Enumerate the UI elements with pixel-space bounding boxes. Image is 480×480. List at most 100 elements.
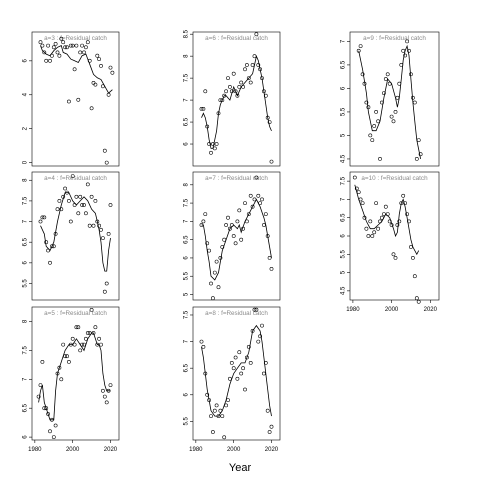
observed-point	[212, 270, 217, 275]
observed-point	[50, 244, 54, 249]
y-tick-label: 8	[184, 54, 190, 58]
observed-point	[250, 204, 255, 209]
y-tick-label: 5	[184, 292, 190, 296]
observed-point	[44, 406, 49, 411]
panel-frame	[192, 306, 281, 441]
observed-point	[263, 93, 268, 98]
observed-point	[408, 245, 413, 249]
observed-point	[102, 148, 107, 153]
observed-point	[87, 58, 92, 63]
observed-point	[214, 259, 219, 264]
observed-point	[61, 40, 66, 45]
observed-point	[414, 296, 419, 301]
observed-point	[104, 160, 109, 165]
observed-point	[243, 67, 247, 72]
observed-point	[412, 274, 417, 279]
observed-point	[63, 186, 68, 191]
observed-point	[263, 212, 268, 217]
observed-point	[61, 342, 66, 347]
observed-point	[248, 193, 253, 198]
observed-point	[416, 299, 421, 304]
observed-point	[368, 219, 373, 224]
observed-point	[87, 331, 92, 335]
y-tick-label: 5.5	[184, 271, 190, 280]
x-axis-label: Year	[229, 462, 252, 474]
observed-point	[207, 248, 212, 253]
panel-frame	[192, 31, 281, 167]
observed-point	[101, 84, 105, 89]
observed-point	[237, 350, 242, 355]
y-tick-label: 5.5	[23, 279, 29, 288]
observed-point	[74, 325, 79, 330]
panel-title: a=9 : f=Residual catch	[363, 35, 426, 42]
y-tick-label: 7	[341, 39, 347, 43]
observed-point	[84, 336, 88, 341]
observed-point	[407, 48, 411, 53]
observed-point	[381, 91, 386, 96]
fitted-line	[201, 324, 272, 417]
observed-point	[76, 97, 81, 102]
observed-point	[260, 197, 264, 202]
observed-point	[226, 215, 230, 220]
observed-point	[108, 203, 113, 207]
observed-point	[51, 435, 56, 440]
x-tick-label: 2000	[66, 447, 80, 453]
observed-point	[67, 99, 71, 104]
observed-point	[65, 354, 69, 359]
panel-a4: a=4 : f=Residual catch 5.5 6 6.5 7 7.5 8	[23, 171, 120, 301]
panel-a8: a=8 : f=Residual catch 5.5 6 6.5 7 7.5 1980 200…	[184, 306, 281, 453]
observed-point	[91, 223, 96, 228]
fitted-line	[201, 54, 272, 149]
observed-point	[224, 89, 229, 94]
observed-point	[93, 82, 98, 87]
y-tick-label: 4.5	[341, 154, 347, 163]
y-tick-label: 8.5	[184, 29, 190, 38]
observed-point	[393, 110, 398, 114]
observed-point	[397, 81, 402, 86]
observed-point	[233, 241, 238, 246]
observed-point	[227, 376, 232, 381]
observed-point	[246, 344, 251, 349]
observed-point	[241, 85, 246, 89]
y-tick-label: 6.5	[23, 237, 29, 246]
observed-point	[235, 93, 240, 98]
observed-point	[110, 70, 115, 75]
observed-point	[199, 339, 204, 344]
observed-point	[389, 114, 394, 119]
observed-point	[252, 197, 257, 202]
observed-point	[48, 429, 52, 434]
panel-a6: a=6 : f=Residual catch 6 6.5 7 7.5 8 8.5	[184, 29, 281, 167]
observed-point	[210, 142, 215, 146]
observed-point	[414, 156, 419, 161]
observed-point	[407, 219, 411, 224]
x-tick-label: 1980	[28, 447, 42, 453]
y-tick-label: 7	[23, 377, 29, 381]
y-tick-label: 7.5	[184, 310, 190, 319]
observed-point	[358, 197, 363, 202]
observed-point	[360, 72, 365, 77]
y-tick-label: 7	[341, 197, 347, 201]
observed-point	[212, 146, 217, 151]
observed-point	[106, 388, 111, 393]
observed-point	[201, 107, 206, 111]
panel-frame	[192, 171, 281, 301]
panel-title: a=10 : f=Residual catch	[361, 175, 428, 182]
x-tick-label: 2020	[104, 447, 118, 453]
observed-point	[383, 77, 388, 81]
observed-point	[237, 85, 242, 89]
observed-point	[265, 115, 270, 120]
observed-point	[89, 194, 94, 199]
y-tick-label: 5.5	[341, 249, 347, 258]
observed-point	[224, 403, 229, 408]
observed-point	[408, 72, 413, 77]
panel-frame	[31, 31, 120, 167]
observed-point	[254, 175, 259, 180]
observed-point	[229, 223, 234, 227]
observed-point	[68, 219, 73, 224]
observed-point	[51, 45, 56, 50]
observed-point	[250, 63, 255, 67]
observed-point	[61, 194, 66, 199]
panel-title: a=4 : f=Residual catch	[44, 175, 107, 182]
observed-point	[256, 339, 261, 344]
